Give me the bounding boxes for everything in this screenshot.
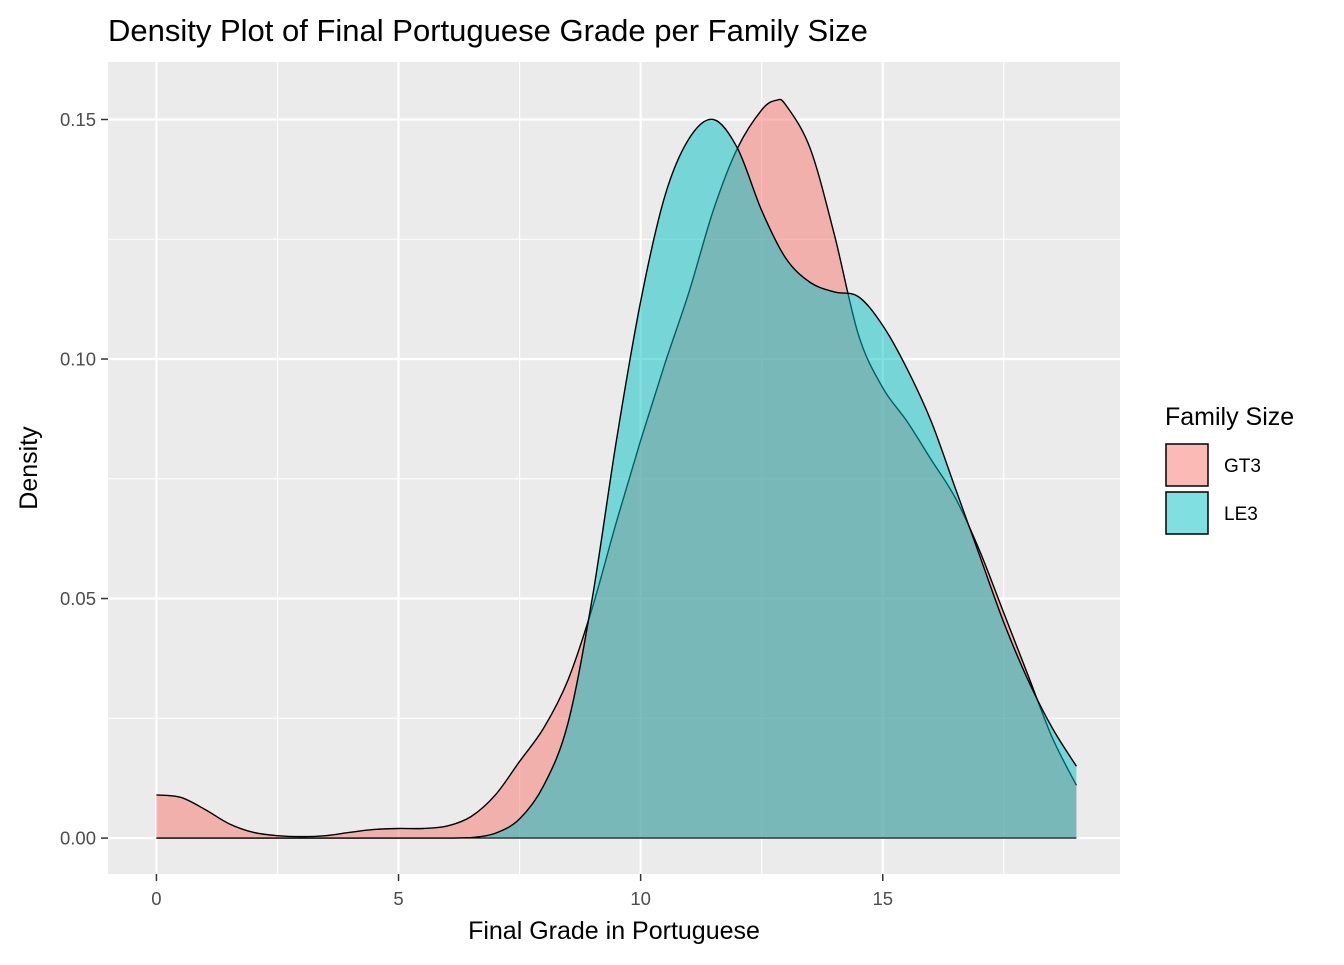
legend-title: Family Size	[1165, 403, 1294, 431]
legend-swatch-le3	[1165, 491, 1209, 535]
y-axis-title: Density	[15, 426, 43, 510]
y-tick-label: 0.15	[60, 109, 96, 130]
legend-items: GT3 LE3	[1165, 443, 1261, 535]
legend-item-gt3: GT3	[1165, 443, 1261, 487]
legend-label: LE3	[1224, 504, 1258, 525]
legend: Family Size GT3 LE3	[1165, 403, 1294, 535]
x-tick-label: 5	[393, 888, 403, 909]
chart-title: Density Plot of Final Portuguese Grade p…	[108, 13, 868, 48]
density-area-le3	[156, 119, 1077, 839]
x-axis-ticks: 0 5 10 15	[151, 874, 893, 909]
x-axis-title: Final Grade in Portuguese	[468, 917, 760, 945]
legend-label: GT3	[1224, 456, 1261, 477]
y-axis-ticks: 0.00 0.05 0.10 0.15	[60, 109, 108, 849]
legend-swatch-gt3	[1165, 443, 1209, 487]
x-tick-label: 10	[630, 888, 651, 909]
legend-item-le3: LE3	[1165, 491, 1258, 535]
density-areas	[156, 98, 1078, 839]
y-tick-label: 0.05	[60, 588, 96, 609]
y-tick-label: 0.10	[60, 349, 96, 370]
x-tick-label: 0	[151, 888, 161, 909]
y-tick-label: 0.00	[60, 828, 96, 849]
x-tick-label: 15	[872, 888, 893, 909]
